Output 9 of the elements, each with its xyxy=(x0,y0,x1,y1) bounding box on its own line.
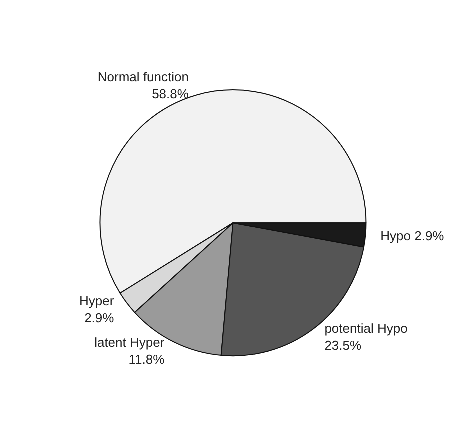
slice-label: Hyper xyxy=(80,293,115,308)
slice-label: Hypo 2.9% xyxy=(380,228,445,244)
data-label: 11.8% xyxy=(128,352,166,368)
data-label: 58.8% xyxy=(152,86,190,102)
slice-label: latent Hyper xyxy=(94,335,166,350)
slice-label: potential Hypo xyxy=(324,320,408,336)
slice-label: Normal function xyxy=(98,70,189,85)
data-label: 23.5% xyxy=(324,338,362,353)
data-label: 2.9% xyxy=(84,310,115,326)
